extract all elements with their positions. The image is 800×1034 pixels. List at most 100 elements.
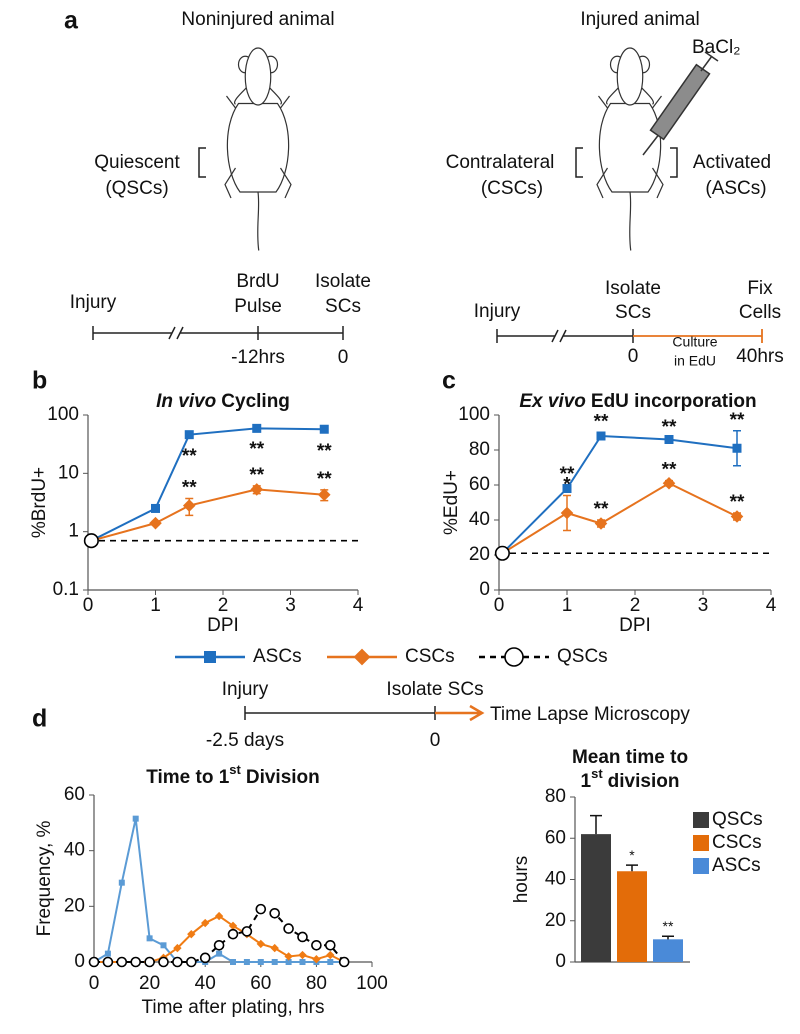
legend-swatch <box>693 835 709 851</box>
point <box>311 939 322 951</box>
point <box>130 956 141 968</box>
point <box>158 956 169 968</box>
y-tick-label: 1 <box>68 521 79 542</box>
legend-label: CSCs <box>712 832 762 853</box>
point <box>250 483 264 496</box>
y-tick-label: 20 <box>469 544 490 565</box>
syringe <box>642 51 719 156</box>
title-part: st <box>591 766 603 781</box>
timeline-time: 0 <box>338 347 349 368</box>
point <box>494 545 510 561</box>
y-tick-label: 60 <box>64 784 85 805</box>
point <box>319 424 329 434</box>
bar <box>653 939 683 962</box>
title-part: Cycling <box>221 391 290 412</box>
panel-label: d <box>32 705 47 733</box>
point <box>182 499 196 512</box>
y-tick-label: 0 <box>555 951 566 972</box>
y-axis-label: Frequency, % <box>34 820 55 936</box>
timeline-culture <box>633 329 763 343</box>
timeline-note: Culture <box>672 334 717 350</box>
point <box>298 950 307 960</box>
bar <box>581 834 611 962</box>
title-part: 1 <box>581 771 592 792</box>
timeline-time: 40hrs <box>736 346 784 367</box>
title-part: In vivo <box>156 391 216 412</box>
chart-title: 1st division <box>581 766 680 792</box>
timeline-label: Injury <box>222 679 269 700</box>
chart-title: Ex vivo EdU incorporation <box>519 391 756 412</box>
x-tick-label: 40 <box>195 973 216 994</box>
x-tick-label: 3 <box>285 595 296 616</box>
significance: ** <box>663 918 674 934</box>
significance: ** <box>730 410 745 431</box>
timeline-note: in EdU <box>674 353 716 369</box>
x-axis-label: DPI <box>619 615 651 636</box>
legend-label: ASCs <box>712 855 761 876</box>
point <box>230 959 236 965</box>
bracket <box>575 147 583 178</box>
timeline-label: Cells <box>739 302 781 323</box>
y-tick-label: 100 <box>47 404 79 425</box>
timeline-label: Isolate <box>605 278 661 299</box>
y-axis-label: %EdU+ <box>441 470 462 535</box>
legend-label: ASCs <box>253 646 302 667</box>
point <box>326 950 335 960</box>
x-tick-label: 80 <box>306 973 327 994</box>
significance: ** <box>182 446 197 467</box>
point <box>324 939 336 951</box>
error-bar <box>626 864 638 872</box>
point <box>664 435 674 444</box>
point <box>151 503 160 513</box>
panel-label: c <box>442 367 456 395</box>
muscle-label: (QSCs) <box>105 178 168 199</box>
point <box>241 926 253 937</box>
series-line <box>91 488 325 542</box>
x-tick-label: 0 <box>89 973 100 994</box>
error-bar <box>662 935 674 940</box>
point <box>338 956 350 968</box>
chart-title: Mean time to <box>572 747 688 768</box>
y-tick-label: 40 <box>469 509 490 530</box>
title-part: division <box>608 771 680 792</box>
x-tick-label: 4 <box>353 595 364 616</box>
muscle-label: Contralateral <box>446 152 555 173</box>
y-tick-label: 100 <box>458 404 490 425</box>
y-axis-label: hours <box>511 856 532 904</box>
title-part: EdU incorporation <box>591 391 757 412</box>
timeline-label: SCs <box>615 302 651 323</box>
legend-label: QSCs <box>712 809 763 830</box>
y-tick-label: 0 <box>479 579 490 600</box>
point <box>83 533 99 549</box>
reagent-label: BaCl₂ <box>692 37 741 58</box>
timeline <box>496 329 634 343</box>
point <box>562 484 572 493</box>
point <box>213 939 225 951</box>
point <box>201 918 210 928</box>
significance: ** <box>560 464 575 485</box>
y-tick-label: 80 <box>469 439 490 460</box>
point <box>297 931 308 943</box>
title-part: Mean time to <box>572 747 688 768</box>
x-tick-label: 1 <box>150 595 161 616</box>
timeline-time: -12hrs <box>231 347 285 368</box>
legend-swatch <box>693 858 709 874</box>
bar <box>617 871 647 962</box>
x-tick-label: 2 <box>630 595 641 616</box>
point <box>199 952 211 964</box>
y-tick-label: 20 <box>545 910 566 931</box>
title-part: Time to 1 <box>146 767 229 788</box>
point <box>255 903 267 915</box>
point <box>186 956 197 968</box>
point <box>144 956 155 968</box>
bracket <box>198 147 206 178</box>
point <box>102 956 114 968</box>
point <box>299 959 306 965</box>
timeline-arrow <box>435 704 485 722</box>
legend-marker <box>204 651 216 663</box>
point <box>560 506 574 520</box>
x-axis-label: DPI <box>207 615 239 636</box>
timeline-label: Isolate <box>315 271 371 292</box>
point <box>160 942 167 949</box>
